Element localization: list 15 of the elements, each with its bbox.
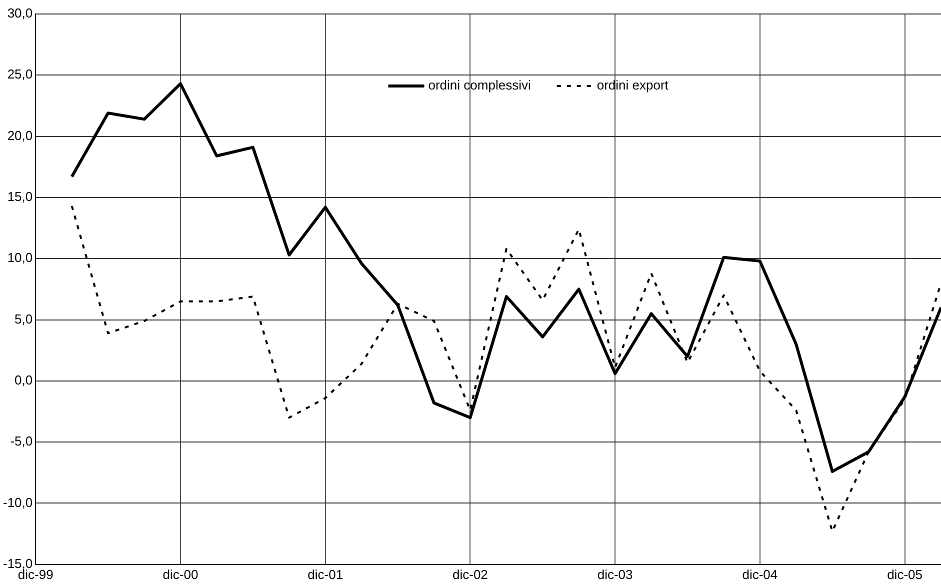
y-tick-label: 25,0 bbox=[7, 66, 33, 82]
x-tick-label: dic-02 bbox=[452, 566, 488, 582]
y-tick-label: 5,0 bbox=[14, 311, 33, 326]
y-tick-label: -5,0 bbox=[10, 434, 33, 449]
y-tick-label: 20,0 bbox=[7, 128, 33, 143]
y-tick-label: 30,0 bbox=[7, 6, 33, 21]
x-tick-label: dic-00 bbox=[162, 566, 198, 582]
y-tick-label: -10,0 bbox=[2, 494, 33, 510]
y-tick-label: 10,0 bbox=[7, 250, 33, 266]
x-tick-label: dic-05 bbox=[887, 566, 922, 582]
y-tick-label: 15,0 bbox=[7, 189, 33, 204]
x-tick-label: dic-03 bbox=[597, 566, 633, 582]
y-tick-label: 0,0 bbox=[14, 372, 33, 388]
x-tick-label: dic-01 bbox=[308, 566, 344, 582]
x-tick-label: dic-04 bbox=[742, 566, 778, 582]
